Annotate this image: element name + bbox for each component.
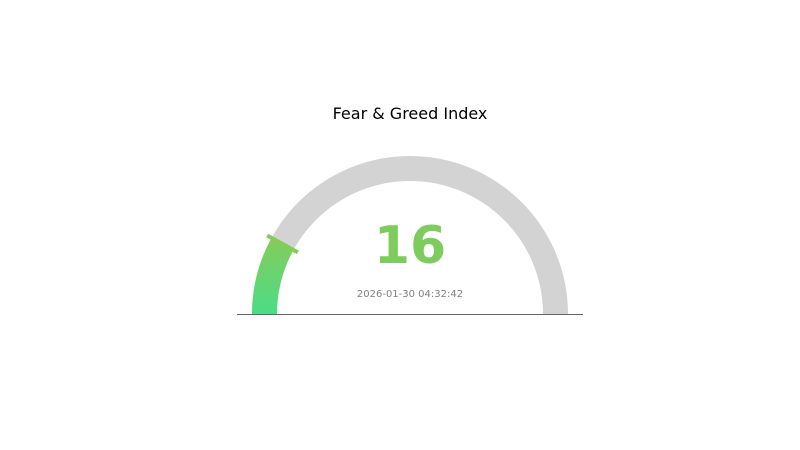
chart-title: Fear & Greed Index [333,104,488,123]
gauge-value-marker [266,233,299,255]
gauge-value-arc [252,237,294,314]
gauge-value: 16 [374,216,446,276]
timestamp: 2026-01-30 04:32:42 [357,289,463,300]
gauge-track [252,156,568,314]
